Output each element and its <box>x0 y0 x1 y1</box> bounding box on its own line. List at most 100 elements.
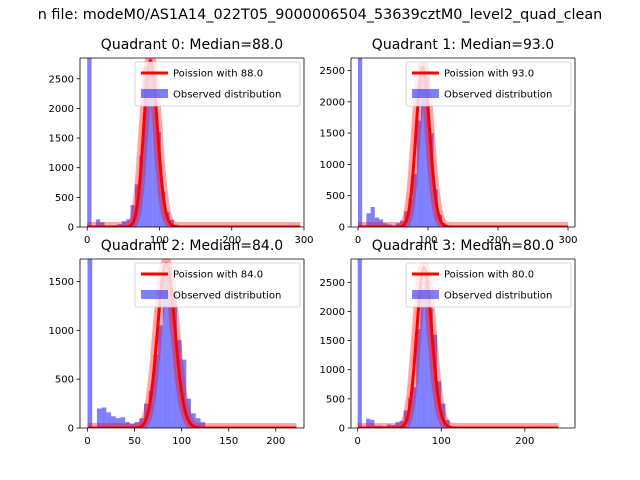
legend-patch-swatch <box>141 290 168 299</box>
x-tick-label: 100 <box>418 235 437 246</box>
subplot-quadrant-0: 0 100 200 300 0 500 1000 1500 2000 2500 Poission w… <box>49 57 314 246</box>
histogram-bar <box>374 217 379 227</box>
histogram-bar <box>412 387 417 428</box>
histogram-bar <box>408 198 413 227</box>
histogram-bar <box>172 291 177 428</box>
y-tick-label: 2000 <box>49 104 74 115</box>
histogram-bar <box>370 206 375 227</box>
x-tick-label: 0 <box>84 235 90 246</box>
histogram-bar <box>395 422 400 428</box>
y-tick-label: 0 <box>339 424 345 435</box>
histogram-bar <box>366 213 371 227</box>
legend-label-observed: Observed distribution <box>173 291 281 302</box>
legend-frame <box>405 262 572 308</box>
histogram-bar <box>429 133 434 227</box>
histogram-bar <box>120 417 126 428</box>
histogram-bar <box>139 418 144 428</box>
histogram-bar <box>395 223 400 227</box>
figure-suptitle: n file: modeM0/AS1A14_022T05_9000006504_… <box>38 7 603 23</box>
histogram-bar <box>428 308 433 428</box>
histogram-bar <box>424 270 429 428</box>
histogram-bar <box>129 424 135 428</box>
x-tick-label: 0 <box>355 235 361 246</box>
histogram-bar <box>181 359 187 428</box>
histogram-bar <box>126 219 131 227</box>
legend-frame <box>134 262 301 308</box>
poisson-curve <box>86 262 298 428</box>
y-tick-label: 500 <box>55 193 74 204</box>
subplot-title: Quadrant 0: Median=88.0 <box>101 37 283 53</box>
legend: Poission with 88.0 Observed distribution <box>134 61 301 107</box>
histogram-bar <box>160 191 166 227</box>
histogram-bar <box>158 325 163 428</box>
histogram-bar <box>153 354 159 428</box>
histogram-bar <box>130 205 135 227</box>
legend-patch-swatch <box>412 89 439 98</box>
x-tick-label: 200 <box>488 235 507 246</box>
legend: Poission with 93.0 Observed distribution <box>405 61 572 107</box>
x-tick-label: 200 <box>222 235 241 246</box>
histogram-bar <box>148 390 154 428</box>
x-tick-label: 100 <box>150 235 169 246</box>
poisson-curve-halo <box>87 259 297 428</box>
histogram-bar <box>106 412 112 428</box>
y-tick-label: 1500 <box>320 129 345 140</box>
histogram-bar <box>152 72 157 227</box>
y-tick-label: 0 <box>68 424 74 435</box>
histogram-bar <box>195 418 201 428</box>
histogram-bar <box>400 220 405 227</box>
histogram-bar <box>383 223 388 227</box>
legend-label-poisson: Poission with 80.0 <box>444 270 534 281</box>
x-tick-label: 100 <box>432 436 451 447</box>
legend-label-poisson: Poission with 93.0 <box>444 69 534 80</box>
y-tick-label: 2000 <box>320 307 345 318</box>
y-tick-label: 2500 <box>49 74 74 85</box>
histogram-bar <box>134 422 140 428</box>
histogram-bar <box>420 288 425 428</box>
histogram-bar <box>357 259 362 428</box>
y-tick-label: 0 <box>339 223 345 234</box>
y-tick-label: 1000 <box>49 326 74 337</box>
histogram-bar <box>87 259 93 428</box>
legend-label-observed: Observed distribution <box>173 90 281 101</box>
histogram-bar <box>416 120 421 227</box>
histogram-bar <box>115 418 121 428</box>
histogram-bar <box>379 219 384 227</box>
y-tick-label: 500 <box>326 394 345 405</box>
subplot-quadrant-1: 0 100 200 300 0 500 1000 1500 2000 2500 Poission w… <box>320 57 578 246</box>
histogram-bar <box>96 408 102 428</box>
legend-label-observed: Observed distribution <box>444 90 552 101</box>
x-tick-label: 100 <box>172 436 191 447</box>
x-tick-label: 200 <box>515 436 534 447</box>
histogram-bar <box>416 328 421 428</box>
y-tick-label: 1500 <box>49 277 74 288</box>
subplot-quadrant-2: 0 50 100 150 200 0 500 1000 1500 Poission with 84… <box>49 258 305 447</box>
histogram-bar <box>421 70 426 227</box>
y-tick-label: 500 <box>55 375 74 386</box>
histogram-bar <box>95 219 101 227</box>
subplot-title: Quadrant 3: Median=80.0 <box>372 238 554 254</box>
y-tick-label: 1000 <box>320 160 345 171</box>
y-tick-label: 2500 <box>320 66 345 77</box>
y-tick-label: 2000 <box>320 97 345 108</box>
histogram-bar <box>200 422 206 428</box>
histogram-bar <box>100 222 105 227</box>
histogram-bar <box>147 63 153 227</box>
histogram-bar <box>87 58 92 227</box>
y-tick-label: 500 <box>326 191 345 202</box>
histogram-bar <box>191 413 196 428</box>
y-tick-label: 1000 <box>320 365 345 376</box>
histogram-bar <box>167 266 173 428</box>
x-tick-label: 50 <box>128 436 141 447</box>
histogram-bar <box>139 155 144 227</box>
legend-label-poisson: Poission with 84.0 <box>173 270 263 281</box>
subplot-title: Quadrant 2: Median=84.0 <box>101 238 283 254</box>
histogram-bar <box>162 273 168 428</box>
legend-frame <box>134 61 301 107</box>
legend: Poission with 80.0 Observed distribution <box>405 262 572 308</box>
histogram-bar <box>425 76 430 227</box>
histogram-bar <box>366 418 371 428</box>
histogram-bar <box>125 422 130 428</box>
histogram-bar <box>399 421 404 428</box>
